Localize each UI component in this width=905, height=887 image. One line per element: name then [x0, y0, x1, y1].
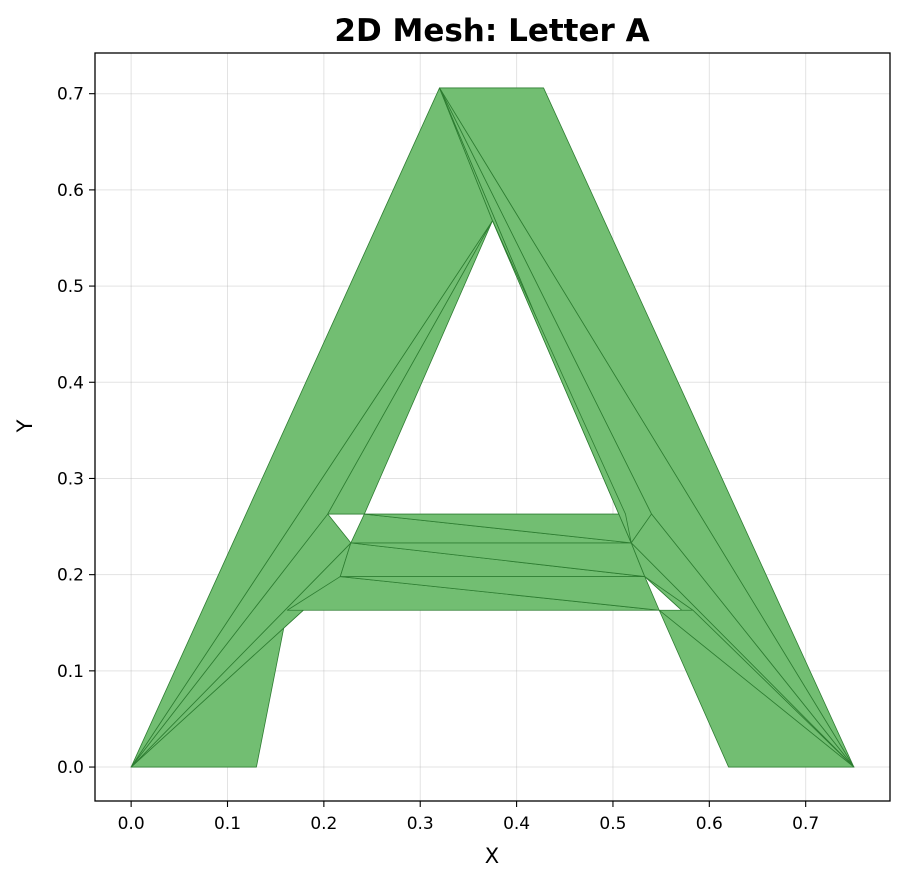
mesh-triangle — [492, 220, 632, 544]
x-axis-label: X — [485, 844, 499, 868]
y-axis-label: Y — [13, 419, 37, 433]
x-tick-label: 0.5 — [599, 814, 626, 834]
mesh-layer — [130, 87, 855, 768]
y-tick-label: 0.6 — [57, 181, 84, 201]
x-tick-label: 0.0 — [118, 814, 145, 834]
mesh-triangle — [327, 220, 493, 515]
y-tick-label: 0.1 — [57, 662, 84, 682]
x-tick-label: 0.6 — [696, 814, 723, 834]
y-tick-label: 0.7 — [57, 85, 84, 105]
y-tick-label: 0.5 — [57, 277, 84, 297]
y-tick-label: 0.0 — [57, 758, 84, 778]
mesh-triangle — [658, 609, 855, 768]
x-tick-label: 0.3 — [407, 814, 434, 834]
axes-frame — [94, 52, 891, 802]
x-tick-label: 0.1 — [214, 814, 241, 834]
y-tick-label: 0.3 — [57, 469, 84, 489]
chart-title: 2D Mesh: Letter A — [334, 13, 649, 49]
x-tick-label: 0.2 — [310, 814, 337, 834]
tick-layer: 0.0 0.1 0.2 0.3 0.4 0.5 0.6 0.7 0.0 0.1 0.2 0.3 0.4 0… — [57, 85, 819, 834]
y-tick-label: 0.4 — [57, 373, 84, 393]
x-tick-label: 0.4 — [503, 814, 530, 834]
y-tick-label: 0.2 — [57, 566, 84, 586]
x-tick-label: 0.7 — [792, 814, 819, 834]
